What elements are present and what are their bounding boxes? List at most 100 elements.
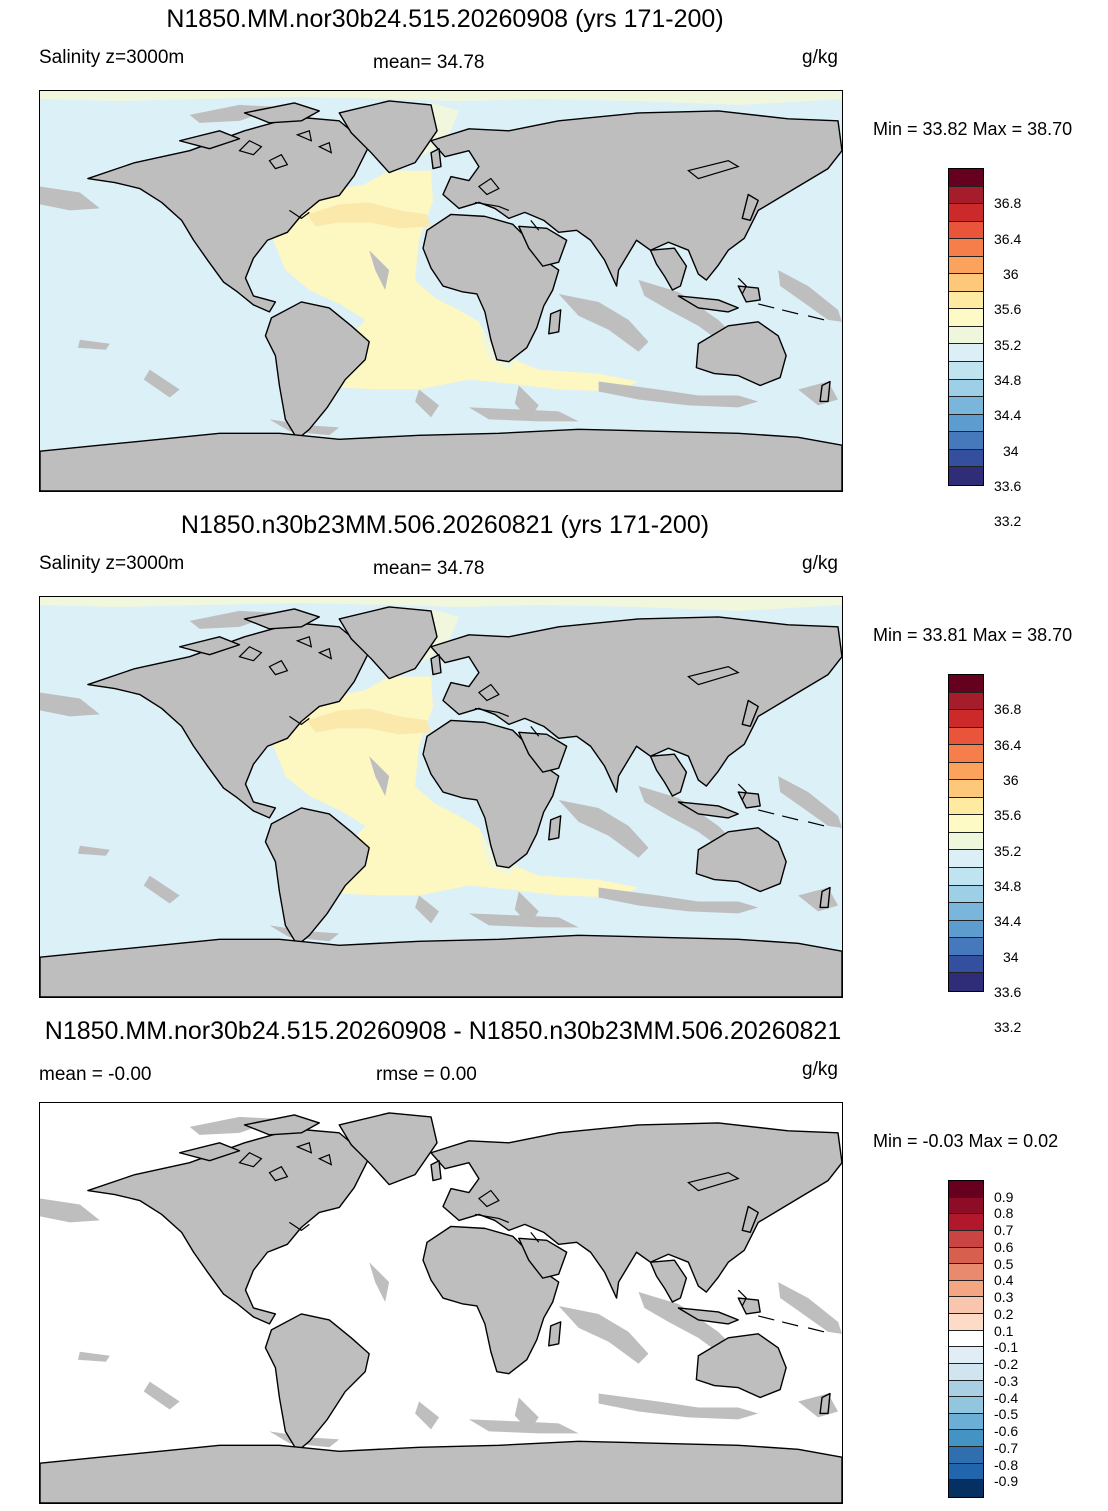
colorbar-swatch (949, 692, 983, 711)
colorbar-swatch (949, 1230, 983, 1248)
shallow-ridge-mask (598, 887, 759, 914)
colorbar-swatch (949, 256, 983, 275)
colorbar-tick-label: 0.2 (994, 1305, 1014, 1322)
colorbar-tick-label: 0.4 (994, 1272, 1014, 1289)
shallow-ridge-mask (369, 250, 390, 291)
colorbar-swatch (949, 186, 983, 205)
shallow-ridge-mask (514, 385, 539, 420)
shallow-ridge-mask (143, 1381, 180, 1410)
shallow-ridge-mask (189, 610, 280, 629)
shallow-ridge-mask (778, 1282, 842, 1334)
landmass-australia (695, 1333, 787, 1399)
colorbar-swatch (949, 832, 983, 851)
colorbar-swatch (949, 1463, 983, 1481)
coastline-detail (530, 219, 540, 231)
shallow-ridge-mask (415, 389, 440, 418)
landmass-arabia (518, 225, 568, 267)
colorbar-tick-label: -0.1 (994, 1339, 1019, 1356)
landmass-australia (695, 321, 787, 387)
coastline-detail (737, 277, 747, 295)
colorbar-swatch (949, 745, 983, 763)
shallow-ridge-mask (598, 1393, 759, 1420)
gulf-stream-field (307, 202, 432, 229)
colorbar-swatch (949, 467, 983, 485)
colorbar-tick-label: -0.3 (994, 1372, 1019, 1389)
colorbar-tick-label: 0.5 (994, 1255, 1014, 1272)
coastline-detail (238, 1152, 263, 1168)
units-label: g/kg (802, 47, 838, 68)
colorbar (948, 674, 984, 992)
coastline-detail (807, 821, 825, 827)
coastline-detail (268, 659, 289, 676)
landmass-uk (430, 148, 442, 170)
coastline-detail (530, 725, 540, 737)
shallow-ridge-mask (778, 776, 842, 828)
colorbar-swatch (949, 1330, 983, 1348)
shallow-ridge-mask (77, 845, 110, 856)
difference-map (39, 1102, 843, 1504)
colorbar-swatch (949, 868, 983, 886)
coastline-detail (268, 1165, 289, 1182)
colorbar-swatch (949, 920, 983, 939)
shallow-ridge-mask (558, 799, 649, 858)
landmass-antarctica (40, 1440, 842, 1503)
coastline-detail (737, 1289, 747, 1307)
shallow-ridge-mask (40, 186, 100, 211)
shallow-ridge-mask (369, 756, 390, 797)
colorbar-swatch (949, 379, 983, 398)
shallow-ridge-mask (40, 1198, 100, 1223)
landmass-madagascar (548, 815, 562, 841)
coastline-detail (807, 1327, 825, 1333)
coastline-detail (289, 1221, 310, 1232)
colorbar-tick-label: -0.8 (994, 1456, 1019, 1473)
landmass-africa (422, 1225, 560, 1375)
colorbar-swatch (949, 885, 983, 904)
colorbar-swatch (949, 1380, 983, 1398)
coastline-detail (758, 809, 775, 815)
colorbar-swatch (949, 797, 983, 816)
colorbar-swatch (949, 1214, 983, 1231)
coastline-detail (295, 636, 313, 648)
variable-label: Salinity z=3000m (39, 47, 185, 68)
landmass-eurasia (430, 1122, 842, 1299)
coastline-detail (477, 177, 500, 196)
colorbar-tick-label: 34 (1003, 948, 1019, 965)
coastline-detail (474, 201, 510, 211)
colorbar-swatch (949, 414, 983, 433)
colorbar-swatch (949, 780, 983, 798)
landmass-greenland (338, 1112, 438, 1186)
coastline-detail (687, 666, 740, 686)
landmass-uk (430, 654, 442, 676)
shallow-ridge-mask (638, 280, 739, 348)
coastline-detail (238, 646, 263, 662)
arctic-band (40, 597, 842, 611)
landmass-indonesia (677, 1297, 761, 1325)
mean-label: mean= 34.78 (373, 52, 485, 73)
colorbar-swatch (949, 1280, 983, 1298)
colorbar (948, 1180, 984, 1498)
shallow-ridge-mask (77, 339, 110, 350)
coastline-detail (238, 140, 263, 156)
colorbar-tick-label: 33.2 (994, 1019, 1022, 1036)
landmass-indonesia (677, 791, 761, 819)
coastline-detail (295, 130, 313, 142)
shallow-ridge-mask (778, 270, 842, 322)
min-max-label: Min = 33.81 Max = 38.70 (873, 625, 1073, 645)
colorbar-swatch (949, 1347, 983, 1364)
coastline-detail (687, 160, 740, 180)
colorbar-swatch (949, 1297, 983, 1314)
colorbar-swatch (949, 973, 983, 991)
shallow-ridge-mask (189, 104, 280, 123)
landmass-antarctica (40, 934, 842, 997)
colorbar-tick-label: 0.6 (994, 1238, 1014, 1255)
colorbar-swatch (949, 1264, 983, 1281)
shallow-ridge-mask (468, 1419, 579, 1434)
landmass-south-america (264, 1313, 370, 1452)
landmass-greenland (338, 100, 438, 174)
landmass-north-america (87, 622, 370, 819)
shallow-ridge-mask (558, 293, 649, 352)
shallow-ridge-mask (558, 1305, 649, 1364)
coastline-detail (530, 1231, 540, 1243)
colorbar-swatch (949, 727, 983, 746)
colorbar-tick-label: 36.8 (994, 195, 1022, 212)
